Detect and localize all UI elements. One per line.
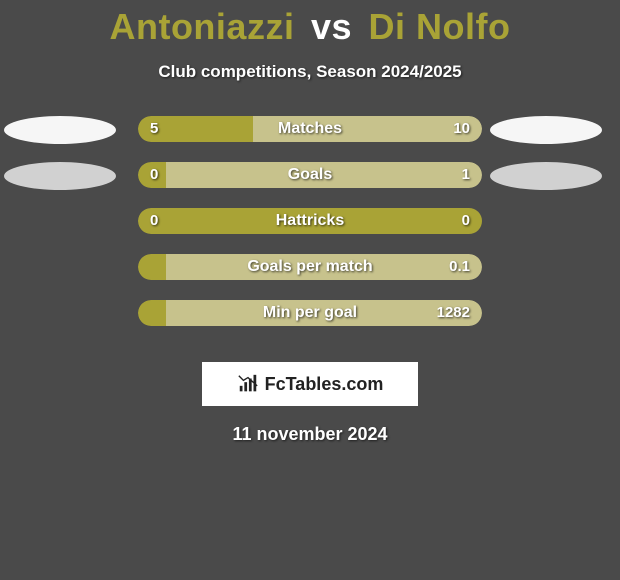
stat-label: Matches <box>138 116 482 142</box>
player1-marker <box>4 162 116 190</box>
stat-row: 1282Min per goal <box>0 304 620 350</box>
player1-marker <box>4 116 116 144</box>
title-player2: Di Nolfo <box>369 6 511 47</box>
stat-row: 0.1Goals per match <box>0 258 620 304</box>
fctables-logo: FcTables.com <box>202 362 418 406</box>
stat-label: Min per goal <box>138 300 482 326</box>
stat-bar: 1282Min per goal <box>138 300 482 326</box>
date-label: 11 november 2024 <box>0 424 620 445</box>
title-player1: Antoniazzi <box>109 6 294 47</box>
title-vs: vs <box>305 6 358 47</box>
subtitle: Club competitions, Season 2024/2025 <box>0 62 620 82</box>
stat-row: 00Hattricks <box>0 212 620 258</box>
player2-marker <box>490 162 602 190</box>
stat-label: Goals <box>138 162 482 188</box>
comparison-chart: 510Matches01Goals00Hattricks0.1Goals per… <box>0 120 620 350</box>
page-title: Antoniazzi vs Di Nolfo <box>0 0 620 48</box>
bar-chart-icon <box>237 373 259 395</box>
stat-bar: 00Hattricks <box>138 208 482 234</box>
stat-bar: 510Matches <box>138 116 482 142</box>
stat-bar: 0.1Goals per match <box>138 254 482 280</box>
stat-row: 510Matches <box>0 120 620 166</box>
stat-label: Goals per match <box>138 254 482 280</box>
logo-text: FcTables.com <box>265 374 384 395</box>
stat-bar: 01Goals <box>138 162 482 188</box>
player2-marker <box>490 116 602 144</box>
stat-row: 01Goals <box>0 166 620 212</box>
stat-label: Hattricks <box>138 208 482 234</box>
